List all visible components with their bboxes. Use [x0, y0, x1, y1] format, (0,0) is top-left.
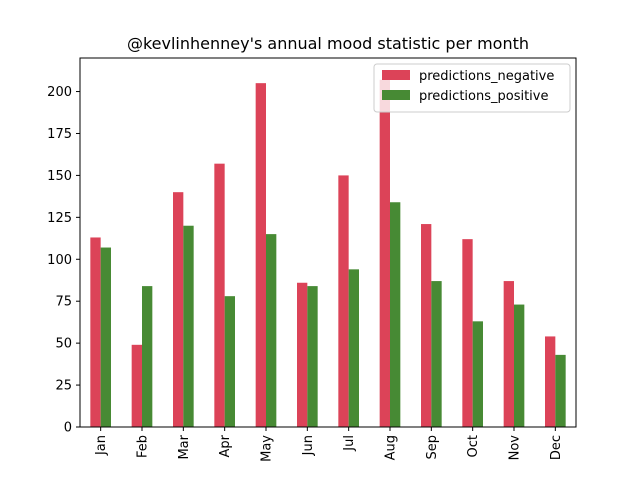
bar-predictions_positive-nov — [514, 304, 525, 427]
legend-swatch — [382, 90, 410, 100]
y-tick-label: 150 — [47, 169, 72, 184]
x-tick-label: Jun — [301, 435, 316, 456]
y-tick-label: 75 — [55, 295, 72, 310]
x-tick-label: Dec — [549, 435, 564, 460]
bar-predictions_negative-feb — [131, 344, 142, 427]
y-tick-label: 200 — [47, 85, 72, 100]
bar-predictions_negative-jan — [90, 237, 101, 427]
bar-predictions_negative-aug — [379, 79, 390, 428]
x-tick-label: Sep — [425, 435, 440, 460]
bar-predictions_positive-jul — [348, 269, 359, 427]
chart-title: @kevlinhenney's annual mood statistic pe… — [127, 34, 529, 53]
bar-predictions_negative-mar — [173, 192, 184, 427]
bar-predictions_negative-may — [255, 83, 266, 427]
bar-predictions_positive-dec — [555, 354, 566, 427]
y-tick-label: 0 — [64, 421, 72, 436]
x-tick-label: Feb — [136, 435, 151, 458]
y-tick-label: 100 — [47, 253, 72, 268]
bars-layer — [90, 79, 566, 428]
x-tick-label: Apr — [218, 434, 233, 457]
legend-box — [373, 63, 571, 113]
bar-predictions_negative-dec — [545, 336, 556, 427]
x-axis: Jan Feb Mar Apr May Jun Jul Aug Sep Oct Nov Dec — [94, 427, 564, 462]
x-tick-label: Oct — [466, 435, 481, 457]
x-tick-label: Jan — [94, 435, 109, 456]
bar-predictions_negative-nov — [503, 281, 514, 427]
y-tick-label: 175 — [47, 127, 72, 142]
bar-predictions_positive-jan — [100, 247, 111, 427]
x-tick-label: Mar — [177, 434, 192, 459]
bar-predictions_positive-may — [266, 234, 277, 427]
x-tick-label: May — [260, 435, 275, 462]
bar-predictions_positive-jun — [307, 286, 318, 427]
legend-swatch — [382, 70, 410, 80]
x-tick-label: Aug — [384, 435, 399, 460]
bar-predictions_positive-oct — [472, 321, 483, 427]
legend-label: predictions_positive — [419, 89, 549, 104]
y-tick-label: 125 — [47, 211, 72, 226]
y-axis: 0 25 50 75 100 125 150 175 200 — [47, 85, 80, 436]
bar-predictions_negative-apr — [214, 163, 225, 427]
bar-predictions_negative-jul — [338, 175, 349, 427]
x-tick-label: Jul — [342, 435, 357, 452]
y-tick-label: 50 — [55, 337, 72, 352]
y-tick-label: 25 — [55, 379, 72, 394]
bar-predictions_negative-oct — [462, 239, 473, 427]
x-tick-label: Nov — [508, 435, 523, 461]
bar-predictions_negative-jun — [297, 282, 308, 427]
legend: predictions_negative predictions_positive — [373, 63, 571, 113]
bar-predictions_negative-sep — [421, 224, 432, 427]
bar-predictions_positive-apr — [224, 296, 235, 427]
bar-predictions_positive-aug — [390, 202, 401, 427]
bar-predictions_positive-feb — [142, 286, 153, 427]
bar-predictions_positive-sep — [431, 281, 442, 427]
bar-predictions_positive-mar — [183, 225, 194, 427]
plot-frame — [79, 57, 577, 428]
legend-label: predictions_negative — [419, 69, 554, 84]
